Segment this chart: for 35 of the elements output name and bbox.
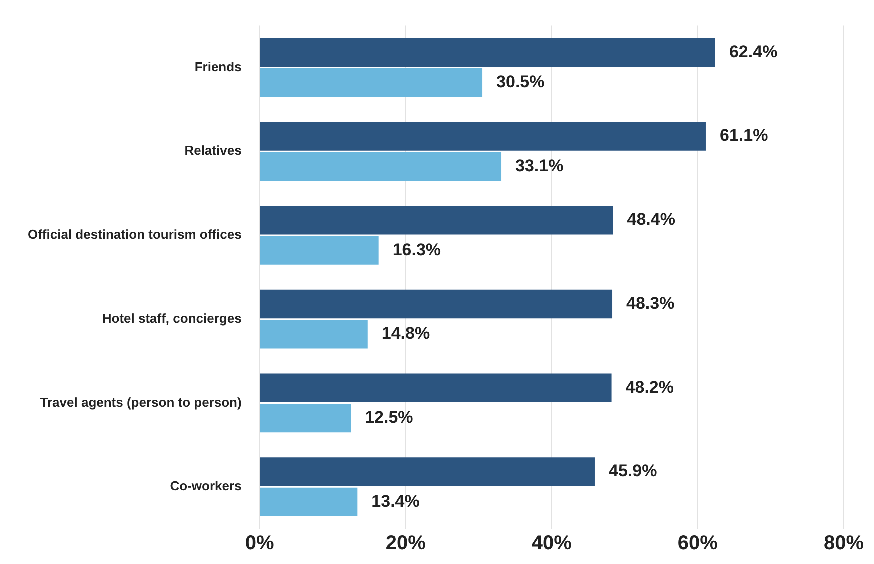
data-label: 13.4% xyxy=(372,492,420,511)
y-tick-label: Hotel staff, concierges xyxy=(102,310,242,326)
bar xyxy=(260,152,502,182)
y-tick-label: Co-workers xyxy=(170,478,242,494)
data-label: 62.4% xyxy=(729,42,778,62)
bar xyxy=(260,488,358,517)
data-label: 48.4% xyxy=(627,210,676,230)
data-label: 61.1% xyxy=(720,126,768,146)
bar xyxy=(260,38,716,67)
data-label: 48.2% xyxy=(626,378,674,397)
x-tick-label: 0% xyxy=(245,532,274,555)
y-tick-label: Relatives xyxy=(184,143,242,158)
bar xyxy=(260,374,612,402)
x-tick-label: 60% xyxy=(678,532,718,555)
y-tick-label: Travel agents (person to person) xyxy=(40,394,242,410)
bar xyxy=(260,68,483,98)
x-tick-label: 40% xyxy=(532,532,572,555)
bar xyxy=(260,236,379,265)
bar xyxy=(260,458,595,486)
data-label: 14.8% xyxy=(382,324,430,344)
data-label: 33.1% xyxy=(516,156,564,176)
y-tick-label: Official destination tourism offices xyxy=(28,227,242,242)
bar xyxy=(260,404,352,433)
data-label: 12.5% xyxy=(365,408,414,427)
bar xyxy=(260,122,706,151)
data-label: 16.3% xyxy=(392,240,442,260)
bar xyxy=(260,206,614,235)
data-label: 45.9% xyxy=(608,462,658,481)
y-tick-label: Friends xyxy=(194,59,242,74)
bar xyxy=(260,320,368,349)
data-label: 48.3% xyxy=(626,294,675,313)
x-tick-label: 80% xyxy=(824,532,864,555)
data-label: 30.5% xyxy=(496,72,545,92)
x-tick-label: 20% xyxy=(386,532,426,555)
bar xyxy=(260,290,613,319)
